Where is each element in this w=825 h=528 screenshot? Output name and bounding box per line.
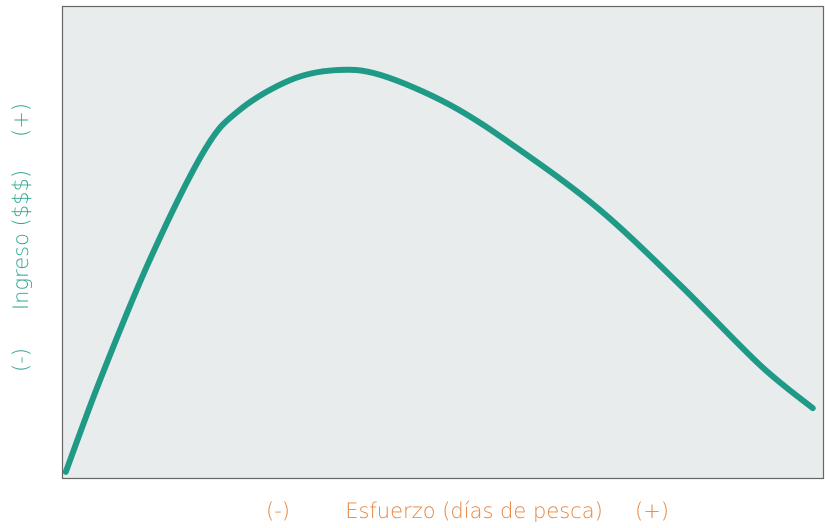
x-axis-label-max: (+) — [635, 499, 669, 523]
plot-area — [61, 5, 825, 480]
y-axis-label: Ingreso ($$$) — [9, 170, 33, 310]
x-axis-label-min: (-) — [266, 499, 290, 523]
line — [62, 66, 816, 475]
x-axis-label: Esfuerzo (días de pesca) — [345, 499, 603, 523]
y-axis-label-max: (+) — [9, 103, 33, 137]
y-axis-label-min: (-) — [9, 348, 33, 372]
